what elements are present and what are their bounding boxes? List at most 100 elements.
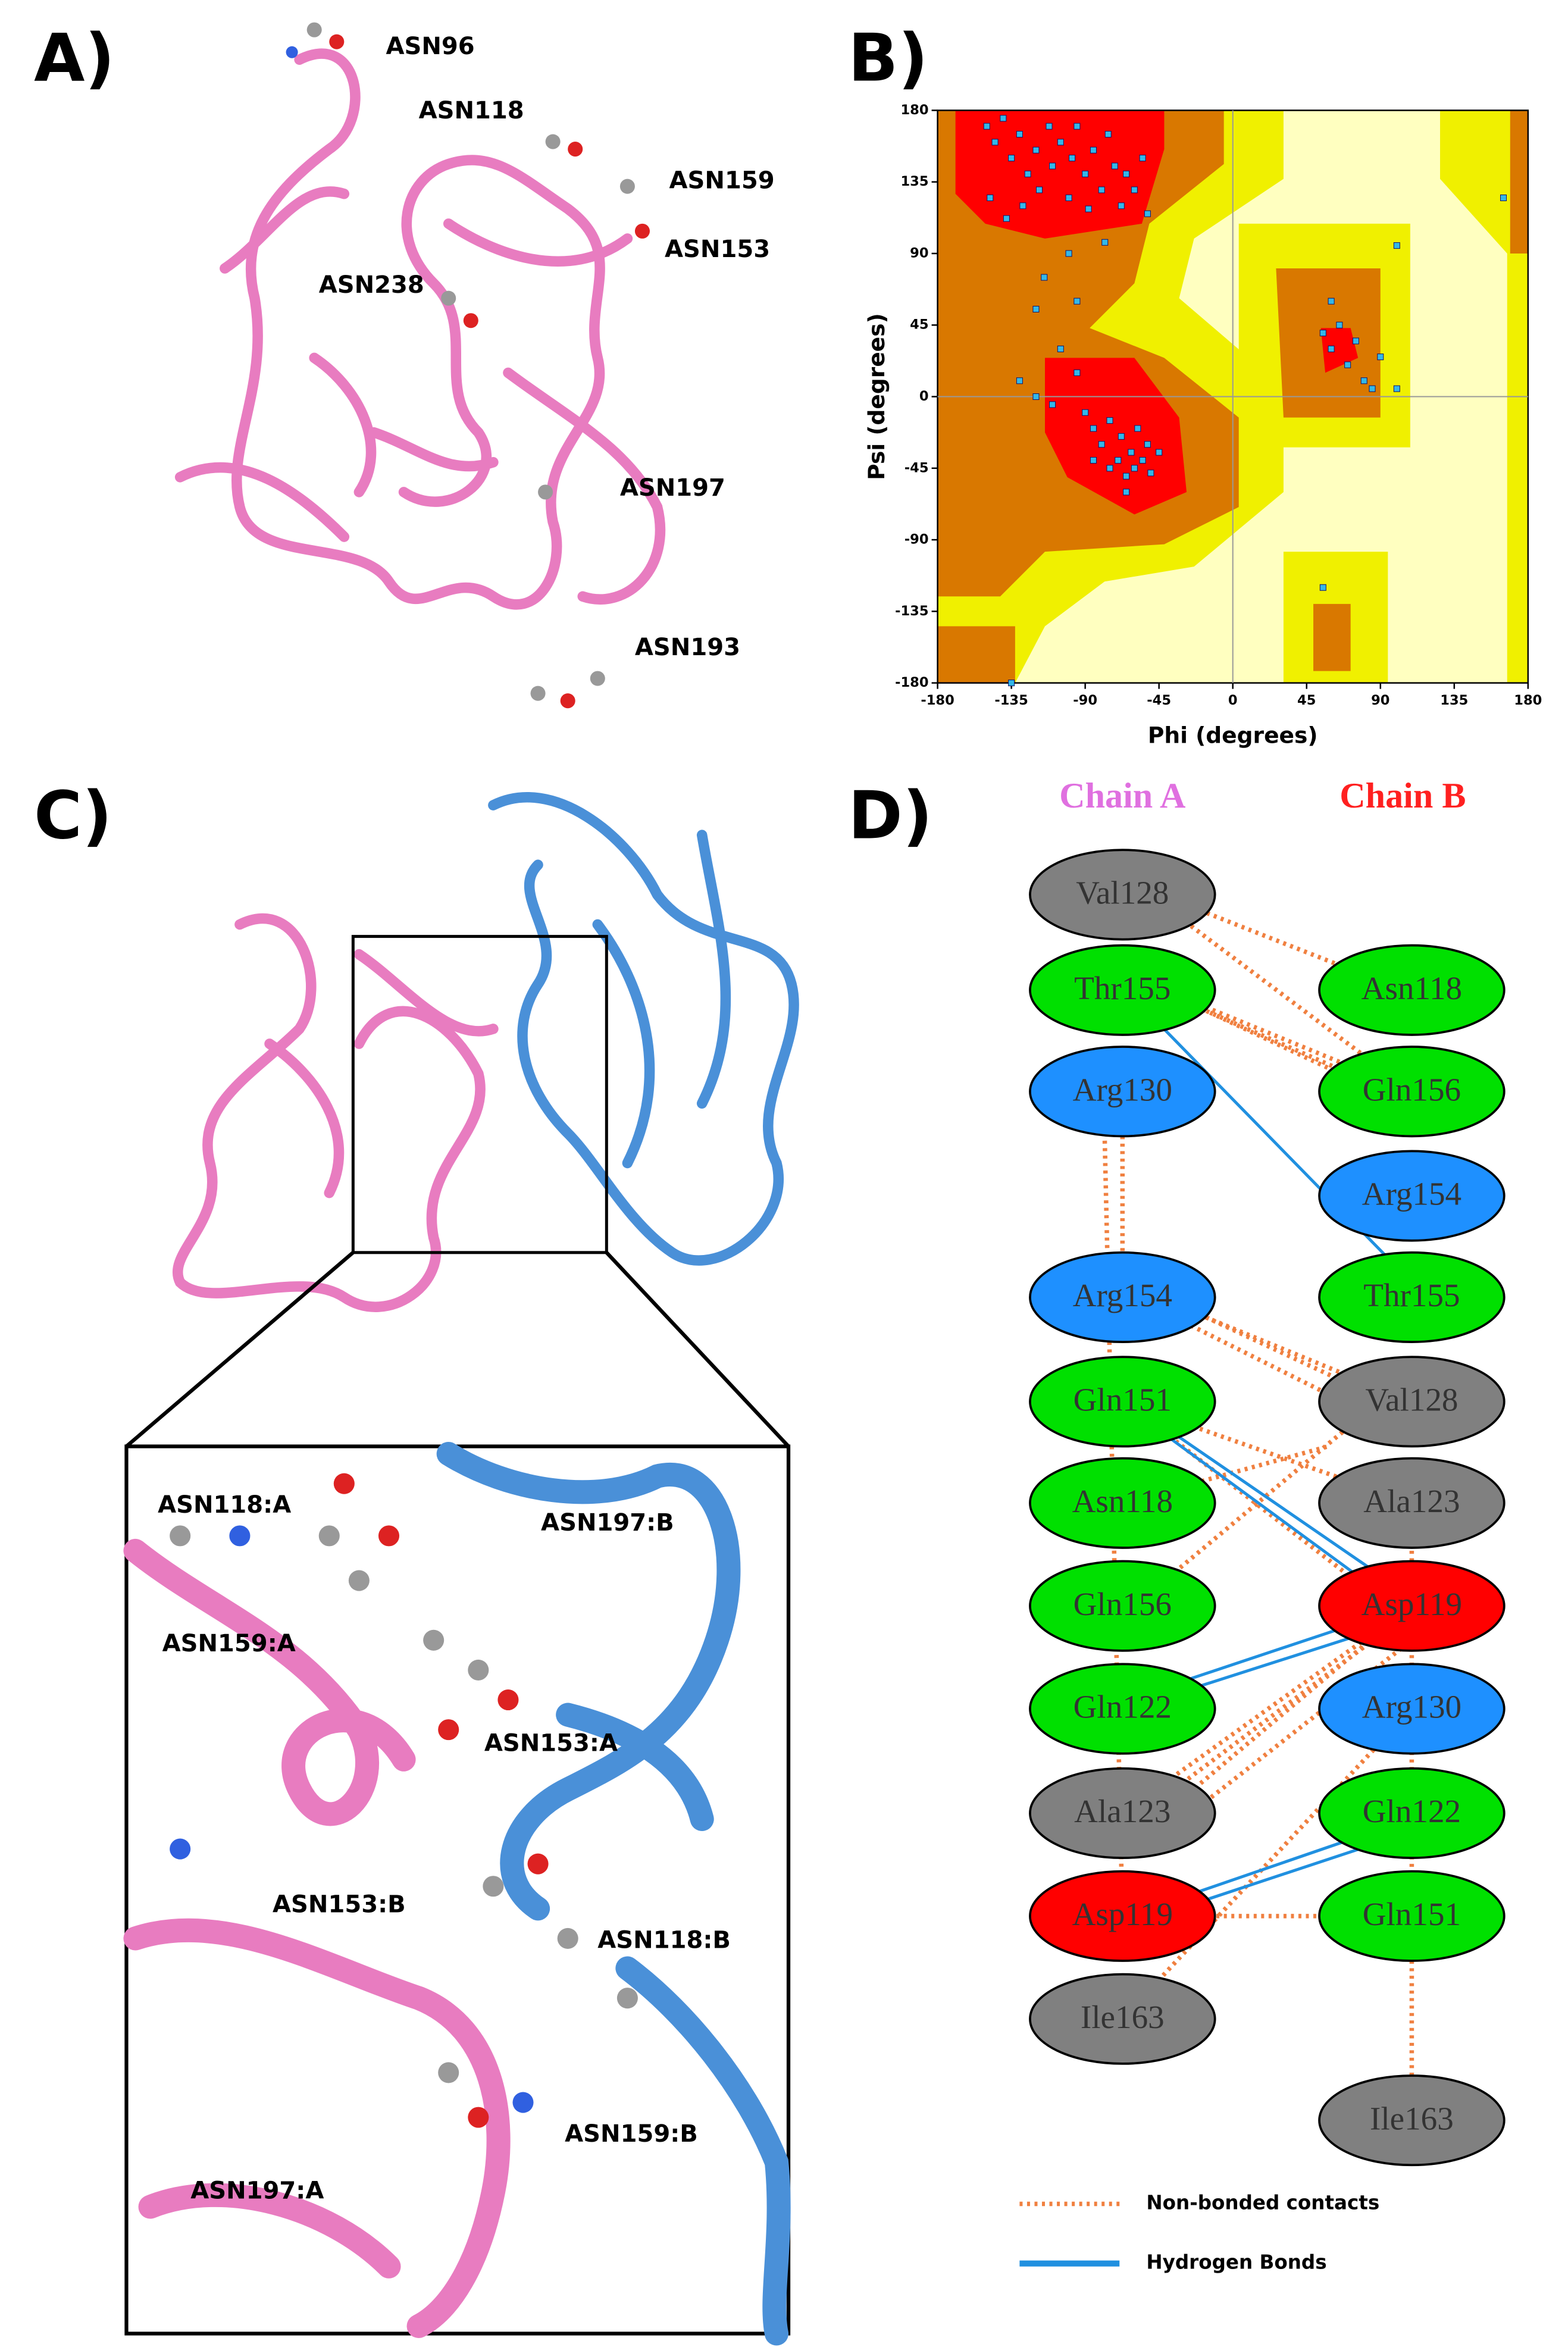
y-tick-label: 135 <box>900 174 928 189</box>
glycans <box>170 1473 638 2128</box>
point <box>1360 377 1367 384</box>
chain-title: Chain B <box>1339 776 1466 816</box>
point <box>1123 472 1130 480</box>
annotation: ASN153:B <box>273 1891 406 1918</box>
point <box>1115 456 1122 464</box>
point <box>1008 680 1015 687</box>
point <box>1098 186 1105 193</box>
point <box>1008 155 1015 162</box>
point <box>1082 170 1089 177</box>
point <box>1123 489 1130 496</box>
point <box>1139 155 1146 162</box>
residue-label: Asp119 <box>1362 1586 1462 1622</box>
x-tick-label: 180 <box>1514 693 1542 708</box>
residue-label: Ala123 <box>1074 1793 1170 1829</box>
point <box>1000 115 1007 122</box>
point <box>1085 205 1092 212</box>
point <box>1106 417 1113 424</box>
residue-label: Ile163 <box>1081 1999 1165 2035</box>
point <box>1049 162 1056 170</box>
legend: Non-bonded contacts Hydrogen Bonds <box>1019 2191 1379 2274</box>
x-tick-label: 90 <box>1371 693 1389 708</box>
point <box>1003 215 1010 222</box>
residue-label: Asn118 <box>1362 970 1462 1006</box>
point <box>1073 123 1081 130</box>
annotation: ASN159:A <box>162 1630 296 1657</box>
residue-label: Thr155 <box>1363 1277 1460 1313</box>
residue-label: Arg154 <box>1362 1176 1461 1212</box>
point <box>1046 123 1053 130</box>
residue-node <box>1029 1046 1216 1138</box>
point <box>1352 337 1359 345</box>
residue-node <box>1029 1560 1216 1652</box>
x-tick-label: -90 <box>1073 693 1097 708</box>
point <box>1500 194 1507 201</box>
point <box>1139 456 1146 464</box>
point <box>1328 298 1335 305</box>
x-tick-label: -180 <box>921 693 954 708</box>
panel-c: C) ASN118:A ASN197:B ASN159:A ASN153:A A… <box>34 778 799 2346</box>
residue-label: Gln122 <box>1363 1793 1461 1829</box>
point <box>1090 425 1097 432</box>
y-tick-label: -135 <box>895 603 928 619</box>
y-tick-label: 90 <box>910 245 928 261</box>
residue-node <box>1029 1870 1216 1962</box>
residue-node <box>1318 1457 1506 1549</box>
point <box>1111 162 1118 170</box>
residue-node <box>1318 1251 1506 1344</box>
y-tick-label: 45 <box>910 317 928 333</box>
panel-label: C) <box>34 778 112 854</box>
dimer-ribbon <box>172 792 799 1312</box>
point <box>1024 170 1031 177</box>
protein-ribbon <box>174 48 666 610</box>
annotation: ASN118:A <box>158 1491 291 1519</box>
glycans <box>286 22 650 709</box>
point <box>983 123 990 130</box>
residue-label: Gln122 <box>1073 1689 1172 1725</box>
point <box>1118 433 1125 440</box>
point <box>991 139 999 146</box>
contacts <box>1102 893 1419 2121</box>
residue-node <box>1318 1663 1506 1755</box>
residue-label: Thr155 <box>1074 970 1170 1006</box>
point <box>987 194 994 201</box>
point <box>1319 584 1326 591</box>
point <box>1131 186 1138 193</box>
point <box>1069 155 1076 162</box>
panel-b: B) Psi (degrees) Phi (degrees) -180 -135 -… <box>848 21 1542 749</box>
residue-node <box>1029 944 1216 1036</box>
residue-node <box>1029 1251 1216 1344</box>
point <box>1098 441 1105 448</box>
annotation: ASN153 <box>665 236 770 263</box>
residue-label: Val128 <box>1076 875 1169 911</box>
residue-node <box>1318 1046 1506 1138</box>
residue-node <box>1029 849 1216 941</box>
residue-node <box>1029 1973 1216 2065</box>
point <box>1144 441 1151 448</box>
point <box>1144 210 1151 217</box>
point <box>1019 202 1026 209</box>
point <box>1118 202 1125 209</box>
point <box>1049 401 1056 408</box>
annotation: ASN96 <box>386 33 474 60</box>
point <box>1328 345 1335 352</box>
point <box>1369 385 1376 392</box>
x-tick-label: -45 <box>1147 693 1171 708</box>
residue-label: Asn118 <box>1072 1483 1173 1519</box>
residue-node <box>1029 1457 1216 1549</box>
legend-label: Hydrogen Bonds <box>1146 2251 1326 2274</box>
annotation: ASN118:B <box>597 1926 731 1954</box>
panel-label: D) <box>848 778 932 854</box>
point <box>1319 330 1326 337</box>
point <box>1090 456 1097 464</box>
residue-node <box>1318 1150 1506 1242</box>
point <box>1090 146 1097 154</box>
residue-label: Arg154 <box>1073 1277 1172 1313</box>
y-axis-label: Psi (degrees) <box>863 313 890 480</box>
y-tick-label: 0 <box>919 389 929 404</box>
y-tick-label: -45 <box>905 460 929 475</box>
y-tick-label: -90 <box>905 532 929 547</box>
